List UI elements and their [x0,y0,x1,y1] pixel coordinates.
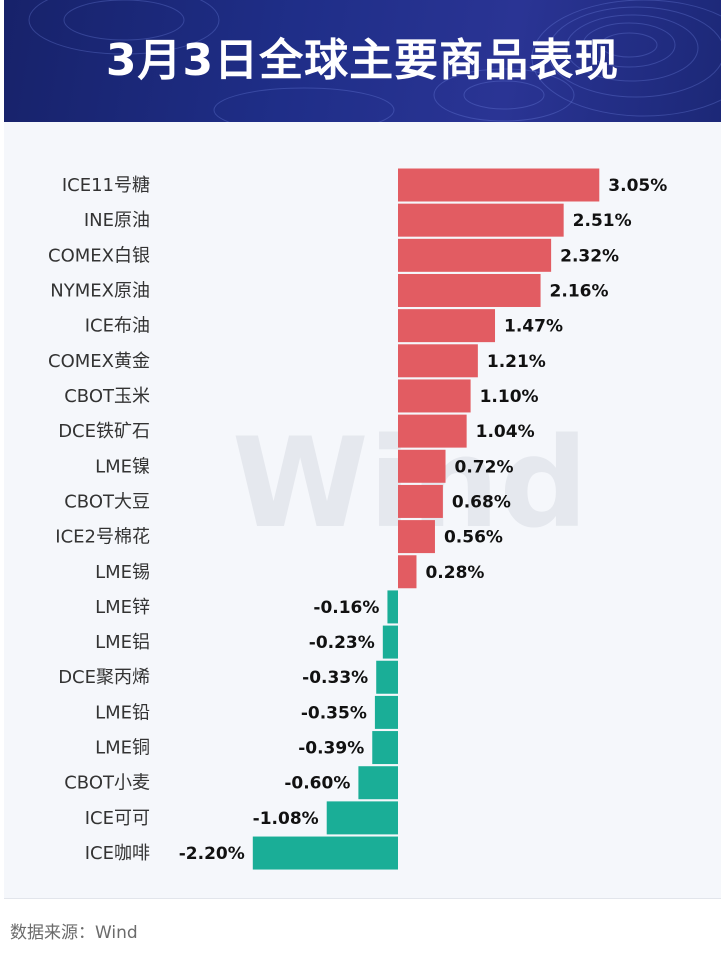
bar-row: DCE聚丙烯 -0.33% [58,660,398,694]
bar-row: LME镍 0.72% [95,449,514,483]
value-label: 0.56% [444,528,503,548]
category-label: ICE11号糖 [62,175,150,196]
bar-negative [372,731,398,765]
bar-positive [398,414,467,448]
category-label: ICE2号棉花 [55,527,150,548]
category-label: ICE咖啡 [85,843,150,864]
bar-row: ICE2号棉花 0.56% [55,520,503,554]
category-label: COMEX黄金 [48,351,150,372]
category-label: COMEX白银 [48,245,150,266]
bar-positive [398,344,478,378]
value-label: 1.04% [476,422,535,442]
value-label: -0.35% [301,703,367,723]
category-label: DCE铁矿石 [58,421,150,442]
header-banner: 3月3日全球主要商品表现 [4,0,721,122]
bar-positive [398,555,417,589]
category-label: LME锌 [95,597,150,618]
bar-positive [398,309,496,343]
value-label: 2.16% [550,281,609,301]
value-label: 2.32% [560,246,619,266]
value-label: 0.28% [425,563,484,583]
bar-row: ICE咖啡 -2.20% [85,836,398,870]
category-label: CBOT大豆 [64,491,150,512]
value-label: 0.72% [455,457,514,477]
bar-positive [398,449,446,483]
bar-row: LME铝 -0.23% [95,625,398,659]
bar-row: ICE11号糖 3.05% [62,168,667,202]
value-label: -2.20% [179,844,245,864]
bar-row: NYMEX原油 2.16% [50,273,609,307]
category-label: ICE可可 [85,808,150,829]
bar-negative [387,590,398,624]
category-label: CBOT小麦 [64,773,150,794]
header-pattern [28,0,721,122]
bar-negative [252,836,398,870]
bar-row: COMEX黄金 1.21% [48,344,546,378]
category-label: NYMEX原油 [50,280,150,301]
category-label: ICE布油 [85,316,150,337]
bar-row: CBOT小麦 -0.60% [64,766,398,800]
chart-panel: Wind ICE11号糖 3.05% INE原油 2.51% COMEX白银 2.32% N… [4,122,721,899]
value-label: 1.10% [480,387,539,407]
value-label: 3.05% [608,176,667,196]
category-label: CBOT玉米 [64,386,150,407]
value-label: -0.33% [302,668,368,688]
page-title: 3月3日全球主要商品表现 [105,35,620,86]
bar-row: CBOT大豆 0.68% [64,484,511,518]
value-label: 2.51% [573,211,632,231]
bar-negative [376,660,398,694]
bar-row: CBOT玉米 1.10% [64,379,539,413]
value-label: -0.23% [309,633,375,653]
bar-positive [398,379,471,413]
bar-positive [398,520,435,554]
bar-positive [398,484,443,518]
category-label: LME镍 [95,456,150,477]
bar-row: LME铅 -0.35% [95,695,398,729]
bar-positive [398,238,552,272]
bar-row: INE原油 2.51% [84,203,632,237]
bar-series: ICE11号糖 3.05% INE原油 2.51% COMEX白银 2.32% NYMEX原… [48,168,667,870]
bar-negative [358,766,398,800]
category-label: INE原油 [84,210,150,231]
category-label: LME铜 [95,738,150,759]
value-label: 1.21% [487,352,546,372]
bar-negative [374,695,398,729]
value-label: -0.39% [298,739,364,759]
category-label: LME铅 [95,702,150,723]
bar-row: LME锌 -0.16% [95,590,398,624]
value-label: 1.47% [504,317,563,337]
bar-row: DCE铁矿石 1.04% [58,414,535,448]
bar-chart: Wind ICE11号糖 3.05%INE原油 2.51%COMEX白银 2.32%N… [48,168,667,870]
value-label: -1.08% [253,809,319,829]
bar-row: ICE布油 1.47% [85,309,563,343]
category-label: LME铝 [95,632,150,653]
bar-negative [326,801,398,835]
bar-row: LME锡 0.28% [95,555,484,589]
bar-positive [398,203,564,237]
category-label: LME锡 [95,562,150,583]
bar-negative [382,625,398,659]
bar-positive [398,168,600,202]
category-label: DCE聚丙烯 [58,667,150,688]
bar-positive [398,273,541,307]
bar-row: ICE可可 -1.08% [85,801,398,835]
value-label: -0.60% [284,774,350,794]
data-source-note: 数据来源：Wind [10,923,138,943]
value-label: -0.16% [313,598,379,618]
bar-row: LME铜 -0.39% [95,731,398,765]
value-label: 0.68% [452,492,511,512]
bar-row: COMEX白银 2.32% [48,238,619,272]
